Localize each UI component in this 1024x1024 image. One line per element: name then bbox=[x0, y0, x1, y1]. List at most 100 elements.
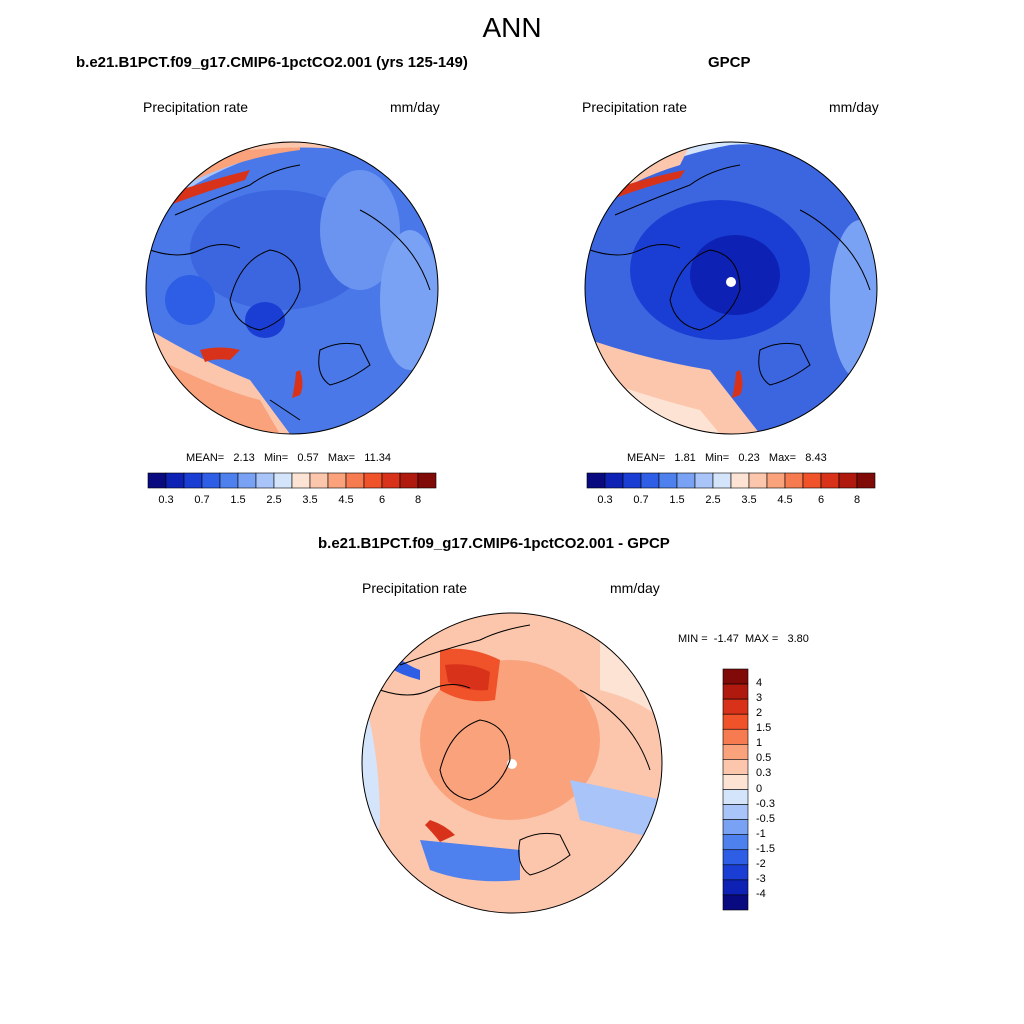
colorbar-tick-label: 1.5 bbox=[230, 494, 246, 506]
colorbar-swatch bbox=[345, 472, 365, 489]
min-label: Min= bbox=[704, 452, 730, 464]
max-value: 11.34 bbox=[364, 452, 392, 464]
colorbar-swatch bbox=[147, 472, 167, 489]
colorbar-tick-label: 1 bbox=[756, 737, 763, 750]
map-difference-border bbox=[361, 612, 663, 914]
colorbar-swatch bbox=[165, 472, 185, 489]
map-difference bbox=[362, 613, 662, 913]
colorbar-swatch bbox=[784, 472, 804, 489]
colorbar-tick-label: 0.7 bbox=[194, 494, 210, 506]
colorbar-swatch bbox=[722, 804, 749, 820]
colorbar-difference bbox=[722, 668, 749, 911]
colorbar-swatch bbox=[658, 472, 678, 489]
colorbar-tick-label: -4 bbox=[756, 887, 766, 900]
colorbar-swatch bbox=[237, 472, 257, 489]
panel-2-variable-label: Precipitation rate bbox=[582, 99, 688, 115]
min-label: MIN = bbox=[678, 633, 708, 645]
colorbar-tick-label: 1.5 bbox=[756, 722, 772, 735]
colorbar-tick-label: -2 bbox=[756, 857, 766, 870]
colorbar-tick-label: 0.3 bbox=[756, 767, 772, 780]
colorbar-swatch bbox=[838, 472, 858, 489]
colorbar-swatch bbox=[722, 713, 749, 730]
map-gpcp bbox=[585, 142, 877, 434]
mean-value: 1.81 bbox=[674, 452, 696, 464]
colorbar-tick-label: 8 bbox=[853, 494, 861, 506]
colorbar-swatch bbox=[722, 894, 749, 911]
colorbar-swatch bbox=[399, 472, 419, 489]
colorbar-swatch bbox=[722, 834, 749, 851]
colorbar-tick-label: 3 bbox=[756, 692, 763, 705]
figure-title: ANN bbox=[482, 12, 542, 43]
max-label: MAX = bbox=[744, 633, 779, 645]
colorbar-tick-label: 2.5 bbox=[705, 494, 721, 506]
panel-1-variable-label: Precipitation rate bbox=[143, 99, 249, 115]
colorbar-swatch bbox=[722, 759, 749, 775]
colorbar-swatch bbox=[856, 472, 876, 489]
colorbar-swatch bbox=[712, 472, 732, 489]
colorbar-swatch bbox=[730, 472, 750, 489]
max-label: Max= bbox=[327, 452, 356, 464]
colorbar-tick-label: -1.5 bbox=[756, 842, 775, 855]
panel-3-units-label: mm/day bbox=[610, 580, 660, 596]
colorbar-swatch bbox=[309, 472, 329, 489]
colorbar-tick-label: -0.5 bbox=[756, 812, 775, 825]
colorbar-tick-label: 4 bbox=[756, 677, 763, 690]
colorbar-swatch bbox=[363, 472, 383, 489]
colorbar-tick-label: 6 bbox=[378, 494, 386, 506]
max-label: Max= bbox=[768, 452, 797, 464]
panel-2-stats: MEAN= 1.81 Min= 0.23 Max= 8.43 bbox=[627, 452, 827, 464]
mean-value: 2.13 bbox=[233, 452, 255, 464]
colorbar-tick-label: 0.3 bbox=[158, 494, 174, 506]
colorbar-swatch bbox=[604, 472, 624, 489]
colorbar-tick-label: 6 bbox=[817, 494, 825, 506]
colorbar-swatch bbox=[327, 472, 347, 489]
colorbar-swatch bbox=[722, 849, 749, 866]
colorbar-swatch bbox=[722, 819, 749, 835]
colorbar-tick-label: -1 bbox=[756, 827, 766, 840]
panel-1-title: b.e21.B1PCT.f09_g17.CMIP6-1pctCO2.001 (y… bbox=[76, 54, 468, 71]
panel-1-units-label: mm/day bbox=[390, 99, 440, 115]
colorbar-tick-label: 3.5 bbox=[741, 494, 757, 506]
colorbar-gpcp bbox=[586, 472, 876, 489]
colorbar-tick-label: 4.5 bbox=[777, 494, 793, 506]
colorbar-swatch bbox=[273, 472, 293, 489]
colorbar-tick-label: 4.5 bbox=[338, 494, 354, 506]
colorbar-tick-label: 2.5 bbox=[266, 494, 282, 506]
panel-3-minmax: MIN = -1.47 MAX = 3.80 bbox=[678, 633, 809, 645]
colorbar-swatch bbox=[722, 789, 749, 805]
colorbar-tick-label: 0.3 bbox=[597, 494, 613, 506]
min-value: 0.57 bbox=[297, 452, 319, 464]
panel-2-units-label: mm/day bbox=[829, 99, 879, 115]
colorbar-tick-label: 2 bbox=[756, 707, 763, 720]
colorbar-tick-label: 0 bbox=[756, 782, 763, 795]
colorbar-swatch bbox=[183, 472, 203, 489]
colorbar-swatch bbox=[255, 472, 275, 489]
colorbar-swatch bbox=[201, 472, 221, 489]
panel-3-variable-label: Precipitation rate bbox=[362, 580, 468, 596]
colorbar-swatch bbox=[722, 774, 749, 790]
colorbar-model bbox=[147, 472, 437, 489]
colorbar-swatch bbox=[291, 472, 311, 489]
colorbar-swatch bbox=[722, 744, 749, 760]
colorbar-swatch bbox=[676, 472, 696, 489]
panel-3-title: b.e21.B1PCT.f09_g17.CMIP6-1pctCO2.001 - … bbox=[318, 535, 670, 552]
colorbar-tick-label: -3 bbox=[756, 872, 766, 885]
mean-label: MEAN= bbox=[186, 452, 225, 464]
colorbar-tick-label: 8 bbox=[414, 494, 422, 506]
colorbar-swatch bbox=[722, 683, 749, 700]
colorbar-swatch bbox=[219, 472, 239, 489]
colorbar-swatch bbox=[694, 472, 714, 489]
min-label: Min= bbox=[263, 452, 289, 464]
colorbar-swatch bbox=[722, 698, 749, 715]
min-value: 0.23 bbox=[738, 452, 760, 464]
map-model bbox=[146, 142, 438, 434]
mean-label: MEAN= bbox=[627, 452, 666, 464]
colorbar-tick-label: 1.5 bbox=[669, 494, 685, 506]
colorbar-swatch bbox=[766, 472, 786, 489]
colorbar-swatch bbox=[722, 668, 749, 685]
colorbar-swatch bbox=[417, 472, 437, 489]
colorbar-swatch bbox=[820, 472, 840, 489]
panel-1-stats: MEAN= 2.13 Min= 0.57 Max= 11.34 bbox=[186, 452, 391, 464]
colorbar-tick-label: 0.7 bbox=[633, 494, 649, 506]
